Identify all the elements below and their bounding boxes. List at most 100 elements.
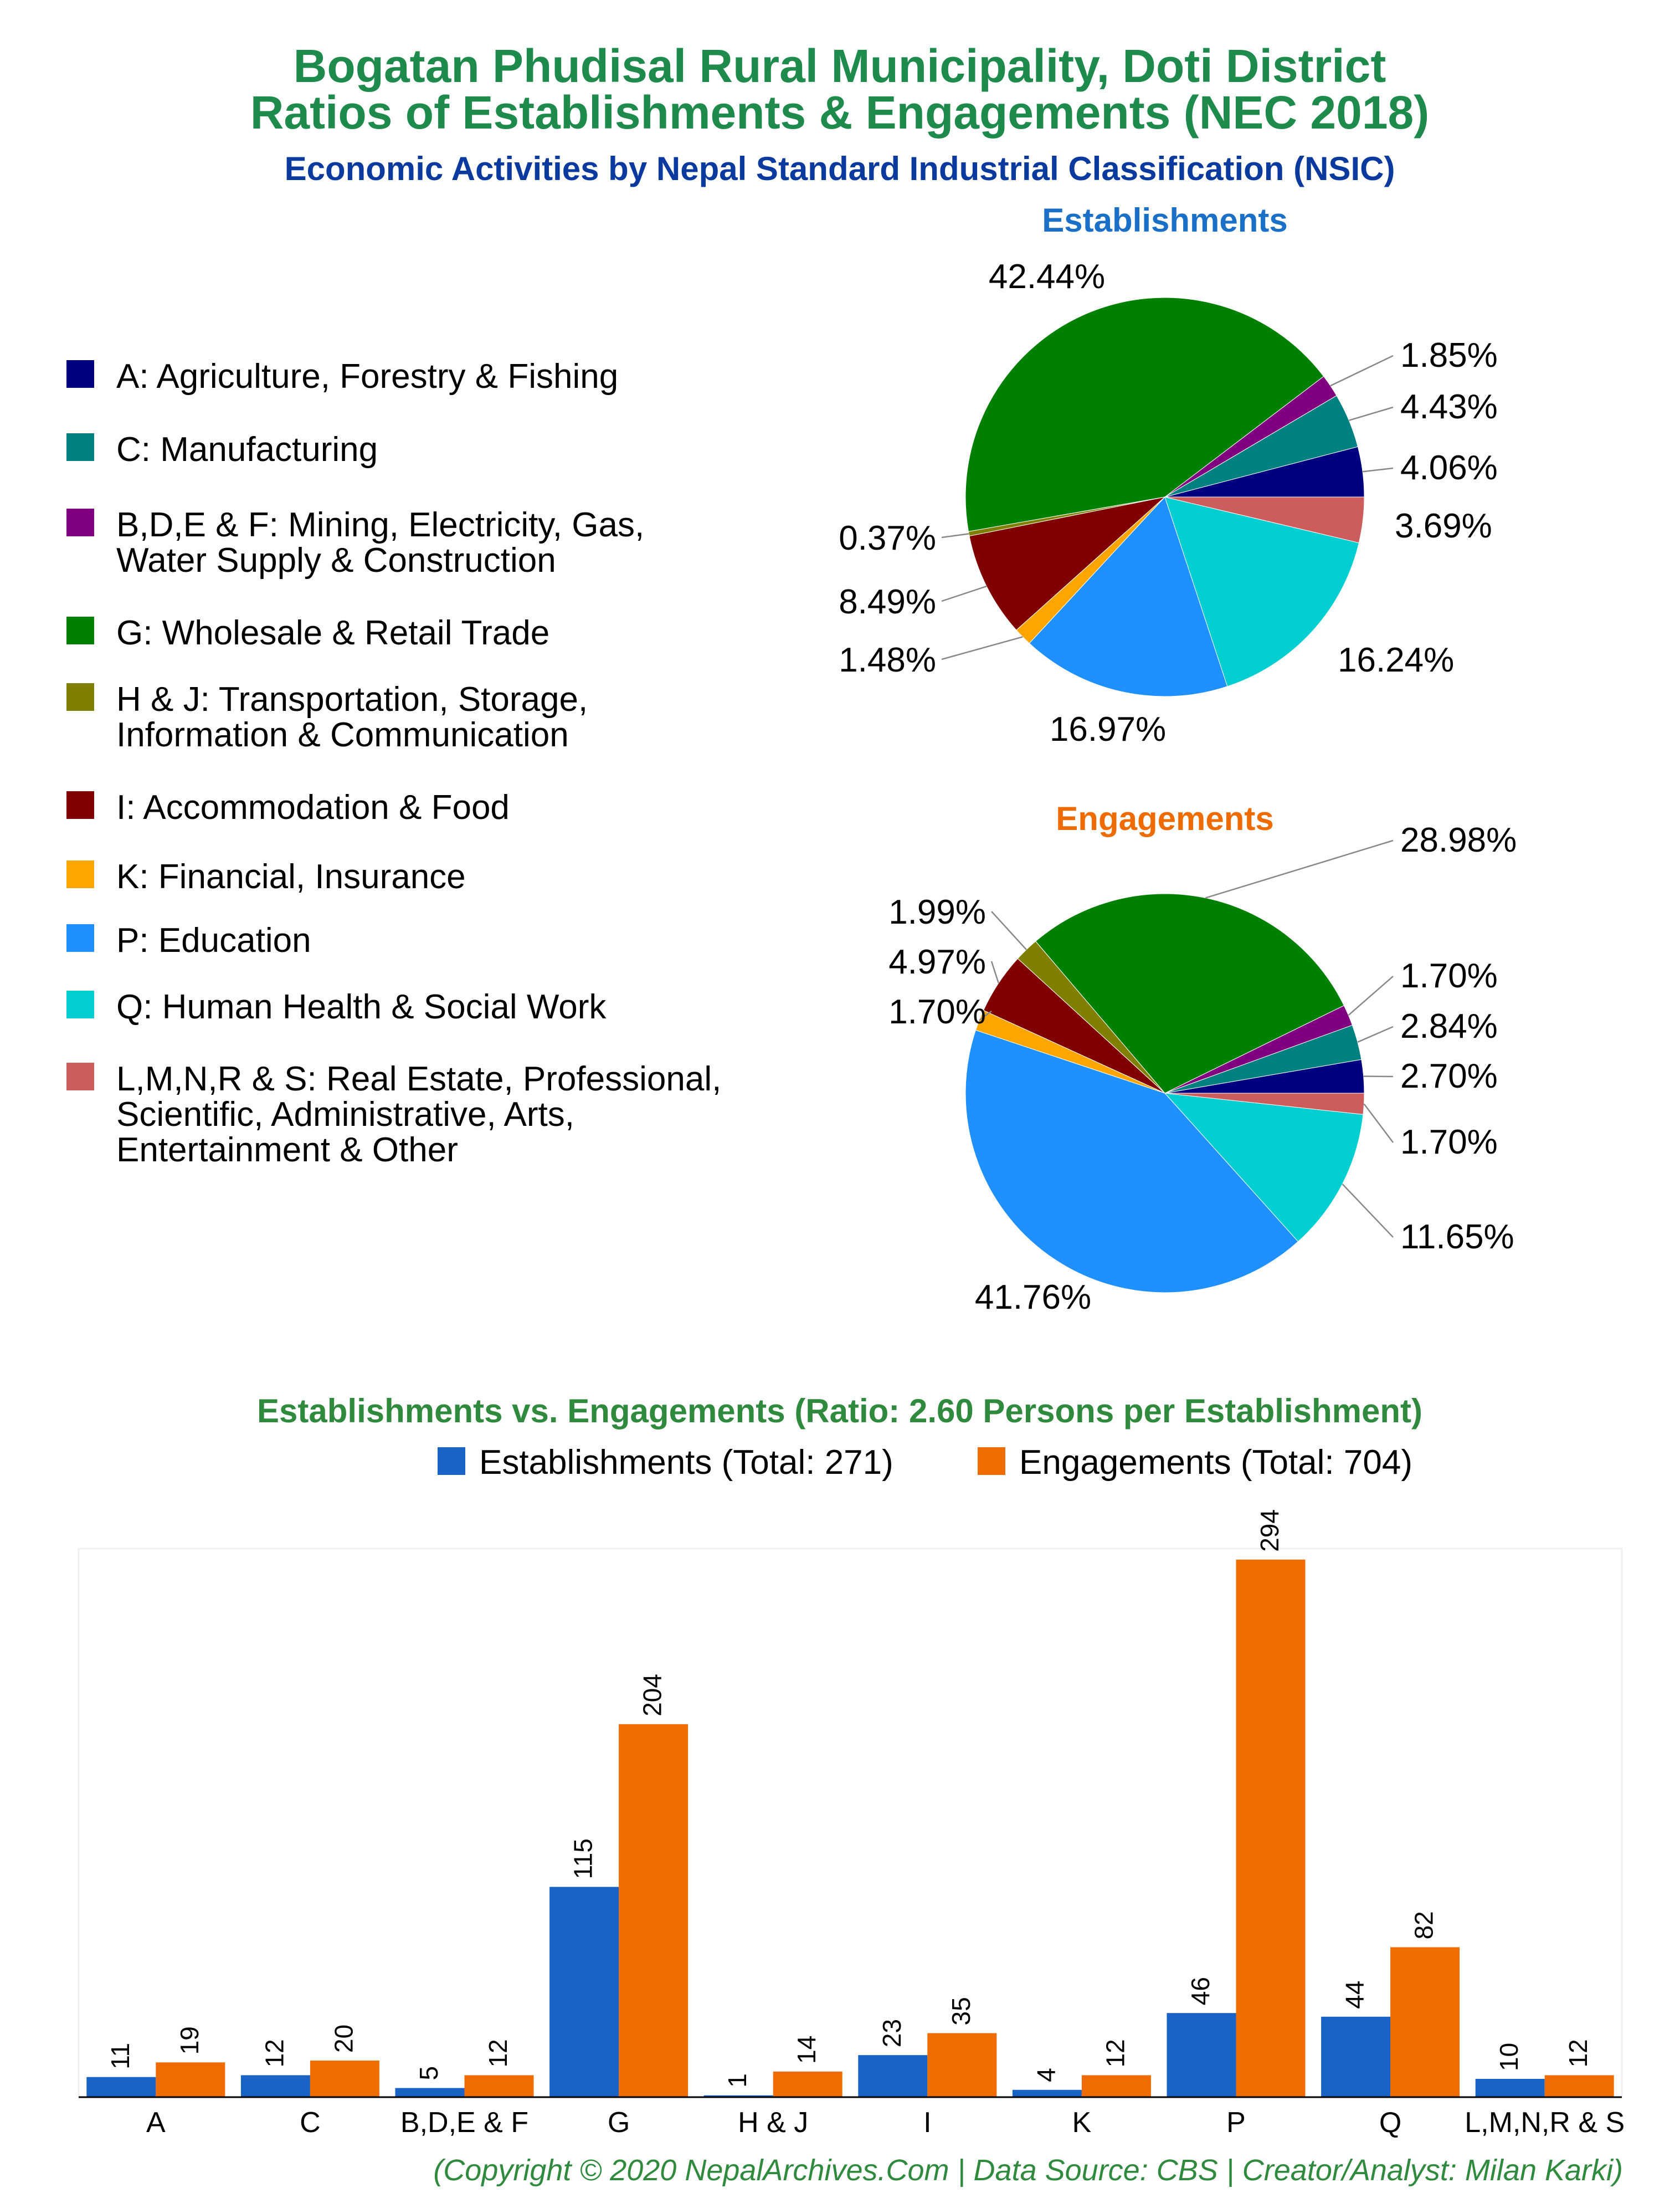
legend-swatch <box>66 791 94 819</box>
legend-label: P: Education <box>116 921 311 960</box>
legend-label: G: Wholesale & Retail Trade <box>116 614 549 652</box>
bar-engagements-1 <box>310 2061 379 2097</box>
pie-leader-line <box>979 1010 992 1021</box>
bar-establishments-1 <box>240 2075 310 2097</box>
bar-value-label: 35 <box>947 1997 975 2025</box>
legend-label: H & J: Transportation, Storage, <box>116 680 588 719</box>
x-tick-label: P <box>1226 2107 1246 2139</box>
pie-value-label: 28.98% <box>1400 821 1517 859</box>
legend-swatch <box>66 860 94 888</box>
bar-establishments-5 <box>858 2055 928 2097</box>
bar-value-label: 82 <box>1410 1911 1438 1939</box>
bar-value-label: 44 <box>1340 1981 1369 2009</box>
legend-label: K: Financial, Insurance <box>116 858 466 896</box>
bar-chart: 11 19 A 12 20 C 5 12 B,D,E & F 115 204 G 1 14 H & J 23 3… <box>78 1509 1625 2139</box>
pie-leader-line <box>1349 406 1394 421</box>
pie-chart-engagements: 2.70% 2.84% 1.70% 28.98% 1.99% 4.97% 1.70% 41.7… <box>888 821 1517 1316</box>
legend-swatch <box>66 360 94 388</box>
title-line-2: Ratios of Establishments & Engagements (… <box>250 86 1430 139</box>
bar-value-label: 294 <box>1255 1509 1284 1552</box>
bar-legend-swatch <box>978 1447 1005 1475</box>
pie-value-label: 0.37% <box>839 519 936 557</box>
bar-value-label: 1 <box>723 2073 752 2088</box>
bar-value-label: 20 <box>329 2025 358 2053</box>
x-tick-label: H & J <box>738 2107 808 2139</box>
bar-establishments-6 <box>1012 2089 1082 2097</box>
pie-slice-q <box>1164 496 1359 687</box>
pie-value-label: 11.65% <box>1400 1218 1514 1256</box>
pie-engagements-title: Engagements <box>1056 800 1273 837</box>
bar-establishments-3 <box>549 1887 619 2097</box>
pie-leader-line <box>1357 1026 1394 1043</box>
legend-label: Information & Communication <box>116 716 569 754</box>
bar-value-label: 4 <box>1031 2068 1060 2082</box>
bar-value-label: 12 <box>1564 2039 1592 2067</box>
legend-label: B,D,E & F: Mining, Electricity, Gas, <box>116 506 644 544</box>
bar-establishments-0 <box>86 2077 156 2097</box>
legend-label: C: Manufacturing <box>116 431 378 469</box>
pie-leader-line <box>991 911 1027 950</box>
pie-value-label: 4.97% <box>888 943 986 981</box>
bar-value-label: 14 <box>792 2036 821 2064</box>
x-tick-label: C <box>300 2107 321 2139</box>
legend-label: Water Supply & Construction <box>116 541 556 580</box>
bar-value-label: 5 <box>414 2066 443 2081</box>
bar-legend-label: Establishments (Total: 271) <box>479 1443 893 1482</box>
bar-value-label: 204 <box>638 1674 667 1717</box>
copyright-footer: (Copyright © 2020 NepalArchives.Com | Da… <box>433 2154 1623 2187</box>
bar-establishments-8 <box>1321 2016 1391 2097</box>
bar-engagements-8 <box>1390 1947 1460 2097</box>
pie-leader-line <box>941 585 987 602</box>
pie-value-label: 4.06% <box>1400 449 1498 487</box>
pie-value-label: 3.69% <box>1395 507 1492 545</box>
bar-value-label: 12 <box>1101 2039 1129 2067</box>
x-tick-label: Q <box>1379 2107 1401 2139</box>
bar-legend-label: Engagements (Total: 704) <box>1019 1443 1412 1482</box>
pie-leader-line <box>1363 1103 1394 1143</box>
pie-value-label: 41.76% <box>975 1278 1091 1316</box>
pie-value-label: 1.85% <box>1400 336 1498 375</box>
pie-slice-q <box>1164 1093 1364 1242</box>
pie-leader-line <box>941 533 969 539</box>
legend-swatch <box>66 683 94 711</box>
bar-establishments-2 <box>395 2088 465 2097</box>
bar-value-label: 46 <box>1186 1977 1215 2005</box>
legend-label: L,M,N,R & S: Real Estate, Professional, <box>116 1060 721 1098</box>
legend-swatch <box>66 509 94 536</box>
legend-label: A: Agriculture, Forestry & Fishing <box>116 357 618 396</box>
bar-chart-legend: Establishments (Total: 271) Engagements (… <box>438 1443 1412 1482</box>
pie-chart-establishments: 4.06% 4.43% 1.85% 42.44% 0.37% 8.49% 1.48% 16.9… <box>839 258 1498 749</box>
pie-value-label: 2.84% <box>1400 1007 1498 1046</box>
x-tick-label: A <box>146 2107 166 2139</box>
pie-value-label: 1.48% <box>839 641 936 679</box>
x-tick-label: B,D,E & F <box>400 2107 528 2139</box>
pie-slice-p <box>1029 496 1228 697</box>
legend-label: I: Accommodation & Food <box>116 788 510 827</box>
legend-swatch <box>66 924 94 952</box>
legend-swatch <box>66 617 94 644</box>
legend-label: Q: Human Health & Social Work <box>116 988 607 1026</box>
bar-establishments-4 <box>703 2095 773 2097</box>
pie-leader-line <box>1348 976 1394 1016</box>
pie-value-label: 42.44% <box>989 258 1105 296</box>
x-tick-label: I <box>923 2107 931 2139</box>
pie-leader-line <box>1362 467 1394 473</box>
pie-value-label: 2.70% <box>1400 1057 1498 1095</box>
pie-establishments-title: Establishments <box>1042 202 1287 239</box>
bar-establishments-7 <box>1167 2013 1236 2097</box>
title-line-1: Bogatan Phudisal Rural Municipality, Dot… <box>294 40 1386 92</box>
x-tick-label: L,M,N,R & S <box>1465 2107 1625 2139</box>
bar-engagements-6 <box>1081 2075 1151 2097</box>
bar-legend-swatch <box>438 1447 465 1475</box>
x-tick-label: G <box>608 2107 630 2139</box>
legend-label: Scientific, Administrative, Arts, <box>116 1095 574 1134</box>
bar-engagements-9 <box>1544 2075 1614 2097</box>
bar-value-label: 115 <box>569 1838 598 1879</box>
pie-leader-line <box>1205 839 1394 899</box>
pie-leader-line <box>941 636 1023 660</box>
bar-value-label: 23 <box>877 2019 906 2047</box>
pie-value-label: 8.49% <box>839 583 936 621</box>
subtitle: Economic Activities by Nepal Standard In… <box>285 150 1395 187</box>
pie-leader-line <box>1330 355 1394 387</box>
